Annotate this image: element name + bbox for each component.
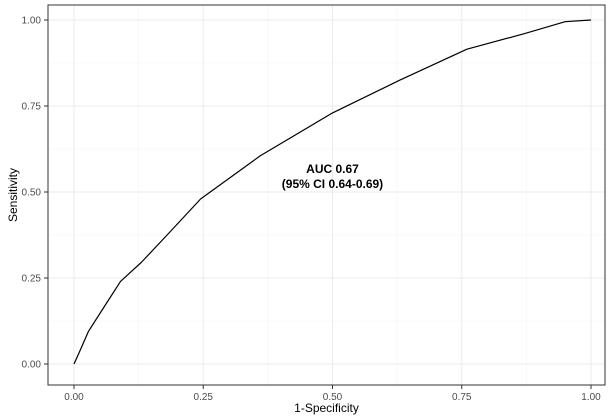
y-tick-label: 0.25 [22, 274, 42, 285]
x-tick-label: 0.50 [323, 392, 343, 403]
x-tick-label: 0.75 [452, 392, 472, 403]
x-tick-label: 0.25 [194, 392, 214, 403]
y-tick-label: 1.00 [22, 16, 42, 27]
auc-annotation-line2: (95% CI 0.64-0.69) [282, 177, 383, 191]
x-tick-label: 1.00 [581, 392, 601, 403]
y-tick-label: 0.50 [22, 188, 42, 199]
y-axis-title: Sensitivity [6, 168, 20, 222]
plot-panel [47, 4, 606, 386]
x-tick-label: 0.00 [64, 392, 84, 403]
y-tick-label: 0.75 [22, 102, 42, 113]
axis-ticks: 0.00 0.25 0.50 0.75 1.00 0.00 0.25 0.50 0.75 1.00 [22, 16, 602, 404]
grid-major [48, 5, 605, 385]
roc-curve-line [73, 19, 592, 365]
auc-annotation-line1: AUC 0.67 [306, 162, 359, 176]
y-tick-label: 0.00 [22, 360, 42, 371]
grid-minor [48, 5, 605, 385]
series-layer [73, 19, 592, 365]
x-axis-title: 1-Specificity [294, 401, 359, 415]
